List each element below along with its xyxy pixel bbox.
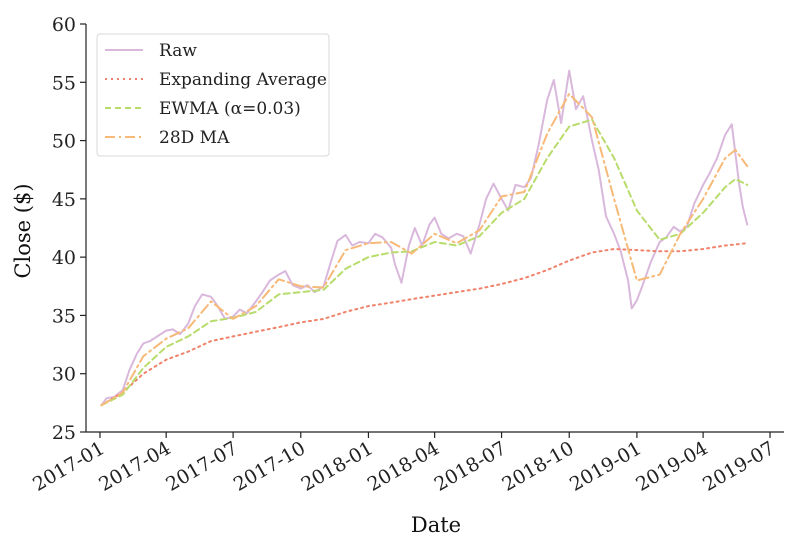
y-axis-label: Close ($) [11,183,35,278]
y-tick-label: 50 [52,131,76,153]
series-line [100,118,749,407]
y-tick-label: 60 [52,14,76,36]
series-line [100,69,749,407]
legend-label: EWMA (α=0.03) [159,99,301,119]
y-tick-label: 30 [52,364,76,386]
legend-label: 28D MA [159,128,230,148]
legend-label: Raw [159,41,197,61]
legend-box [96,33,330,157]
y-tick-label: 35 [52,305,76,327]
series-line [100,92,749,407]
series-line [100,242,749,407]
x-axis-label: Date [411,513,461,537]
y-tick-label: 40 [52,247,76,269]
y-tick-label: 25 [52,422,76,444]
y-tick-label: 55 [52,72,76,94]
legend-label: Expanding Average [159,70,327,90]
y-tick-label: 45 [52,189,76,211]
